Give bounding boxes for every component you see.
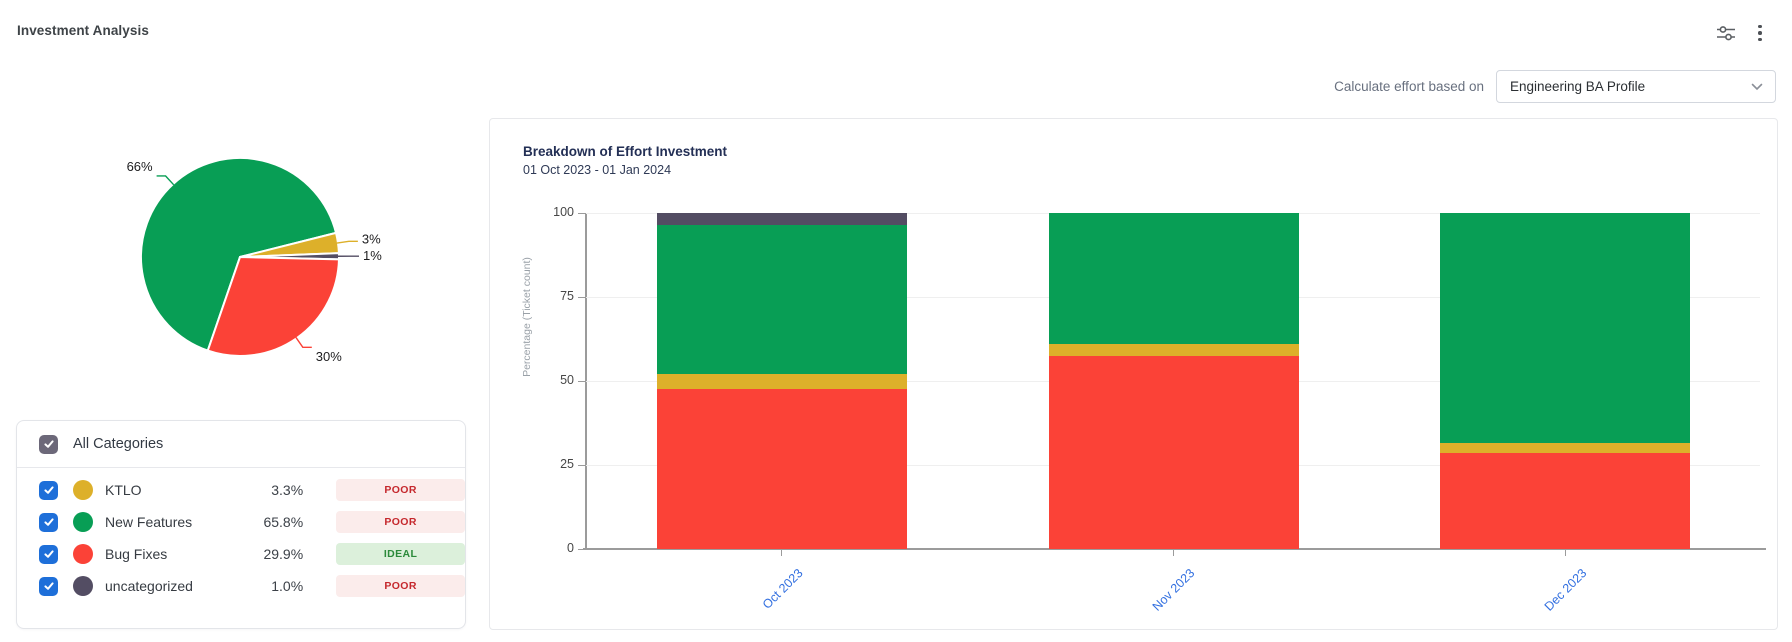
y-tick <box>578 212 586 214</box>
category-color-dot <box>73 512 93 532</box>
y-axis-title: Percentage (Ticket count) <box>521 257 533 377</box>
x-tick <box>781 550 783 556</box>
chart-date-range: 01 Oct 2023 - 01 Jan 2024 <box>523 163 672 177</box>
category-row: Bug Fixes 29.9% IDEAL <box>17 538 465 570</box>
y-tick <box>578 380 586 382</box>
category-percent: 3.3% <box>271 482 304 498</box>
bar-plot: Percentage (Ticket count) 0 25 50 75 100 Oct … <box>521 205 1766 614</box>
category-status-badge: POOR <box>336 575 465 597</box>
category-status-badge: POOR <box>336 479 465 501</box>
y-tick-label: 50 <box>560 373 574 387</box>
category-color-dot <box>73 480 93 500</box>
x-tick-label: Dec 2023 <box>1541 566 1590 614</box>
x-tick <box>1564 550 1566 556</box>
y-tick-label: 75 <box>560 289 574 303</box>
profile-dropdown-value: Engineering BA Profile <box>1510 79 1646 94</box>
stacked-bar-oct-2023 <box>656 213 907 549</box>
all-categories-label: All Categories <box>73 436 164 452</box>
effort-breakdown-card: Breakdown of Effort Investment 01 Oct 20… <box>489 118 1778 630</box>
pie-label-line <box>156 175 175 186</box>
x-tick-label: Oct 2023 <box>759 566 806 612</box>
category-label: KTLO <box>105 482 142 498</box>
all-categories-row: All Categories <box>17 421 465 467</box>
filter-sliders-icon[interactable] <box>1714 21 1738 45</box>
category-rows: KTLO 3.3% POOR New Features 65.8% POOR Bug Fix… <box>17 468 465 602</box>
category-row: KTLO 3.3% POOR <box>17 474 465 506</box>
bar-segment-ktlo <box>1048 344 1299 356</box>
stacked-bar-nov-2023 <box>1048 213 1299 549</box>
category-label: Bug Fixes <box>105 546 168 562</box>
stacked-bar-dec-2023 <box>1440 213 1691 549</box>
pie-label: 30% <box>316 349 342 364</box>
category-status-badge: IDEAL <box>336 543 465 565</box>
bar-segment-new-features <box>1440 213 1691 444</box>
category-color-dot <box>73 576 93 596</box>
bar-segment-new-features <box>1048 213 1299 345</box>
y-tick-label: 100 <box>553 205 574 219</box>
bar-segment-bug-fixes <box>656 389 907 549</box>
pie-label-line <box>336 240 358 244</box>
category-label: New Features <box>105 514 193 530</box>
category-percent: 65.8% <box>263 514 304 530</box>
y-tick <box>578 548 586 550</box>
chevron-down-icon <box>1751 78 1763 96</box>
category-label: uncategorized <box>105 578 193 594</box>
category-percent: 29.9% <box>263 546 304 562</box>
x-tick <box>1173 550 1174 556</box>
pie-label: 66% <box>127 159 153 174</box>
pie-label: 1% <box>363 248 382 263</box>
bar-segment-ktlo <box>656 374 907 390</box>
category-status-badge: POOR <box>336 511 465 533</box>
x-tick-label: Nov 2023 <box>1149 566 1198 614</box>
pie-label-line <box>295 337 312 349</box>
bar-segment-uncategorized <box>656 213 907 225</box>
chart-title: Breakdown of Effort Investment <box>523 144 728 159</box>
pie-chart: 66% 3%1% 30% <box>127 157 382 364</box>
y-tick <box>578 296 586 298</box>
category-checkbox[interactable] <box>39 512 58 532</box>
y-axis-line <box>585 213 587 550</box>
calculate-effort-label: Calculate effort based on <box>1334 79 1484 94</box>
bar-segment-ktlo <box>1440 443 1691 454</box>
category-row: uncategorized 1.0% POOR <box>17 570 465 602</box>
divider <box>17 467 465 468</box>
category-color-dot <box>73 544 93 564</box>
profile-dropdown[interactable]: Engineering BA Profile <box>1496 70 1776 103</box>
y-tick <box>578 464 586 466</box>
y-tick-label: 0 <box>567 541 574 555</box>
category-checkbox[interactable] <box>39 544 58 564</box>
bar-segment-new-features <box>656 224 907 375</box>
kebab-menu-icon[interactable] <box>1748 21 1772 45</box>
y-tick-label: 25 <box>560 457 574 471</box>
page-title: Investment Analysis <box>17 23 149 38</box>
x-axis-line <box>583 548 1766 550</box>
categories-panel: All Categories KTLO 3.3% POOR New Features 6… <box>16 420 466 629</box>
category-checkbox[interactable] <box>39 480 58 500</box>
gridline-100 <box>586 212 1760 214</box>
pie-label: 3% <box>362 232 381 247</box>
all-categories-checkbox[interactable] <box>39 434 58 454</box>
bar-segment-bug-fixes <box>1440 453 1691 549</box>
category-checkbox[interactable] <box>39 576 58 596</box>
category-percent: 1.0% <box>271 578 304 594</box>
category-row: New Features 65.8% POOR <box>17 506 465 538</box>
bar-segment-bug-fixes <box>1048 355 1299 549</box>
